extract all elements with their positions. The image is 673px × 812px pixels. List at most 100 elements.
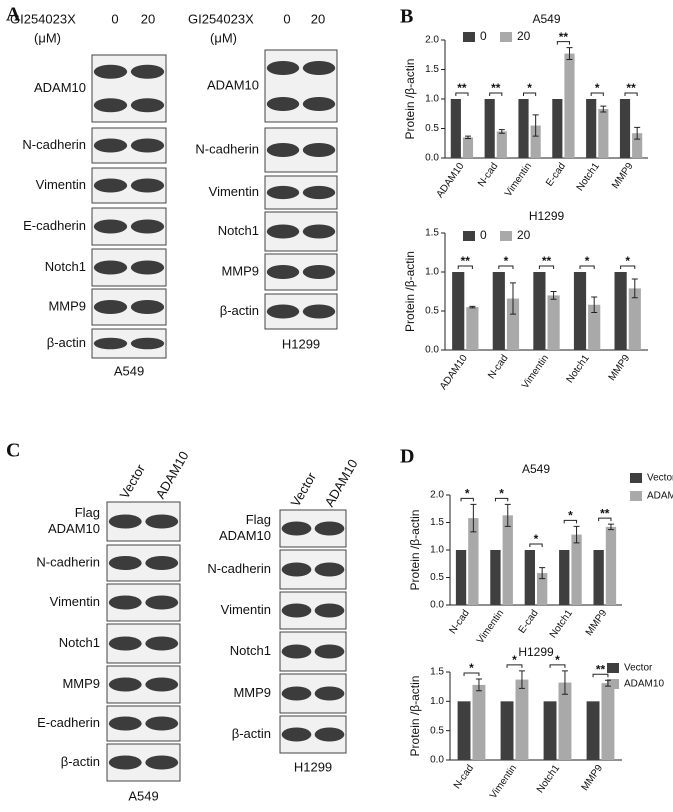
x-tick-label: ADAM10	[435, 161, 467, 200]
blot-band	[302, 224, 336, 239]
blot-band	[108, 514, 142, 529]
x-tick-label: N-cad	[476, 161, 500, 189]
y-tick-label: 1.5	[430, 517, 444, 528]
y-tick-label: 0.5	[425, 123, 439, 134]
y-tick-label: 1.5	[430, 667, 444, 678]
legend-label: 0	[480, 29, 487, 43]
x-tick-label: Vimentin	[520, 353, 551, 391]
bar	[496, 131, 507, 158]
bar	[462, 137, 474, 158]
significance-bracket	[592, 673, 609, 678]
y-tick-label: 0.0	[425, 345, 439, 356]
bar	[450, 99, 461, 158]
significance-bracket	[463, 672, 480, 677]
significance-label: *	[595, 81, 600, 95]
significance-bracket	[579, 265, 595, 269]
bar	[619, 99, 631, 158]
bar	[468, 518, 479, 605]
row-label: E-cadherin	[23, 218, 86, 233]
blot-band	[108, 677, 142, 692]
error-bar	[504, 503, 511, 527]
significance-label: **	[491, 81, 501, 95]
error-bar	[509, 282, 516, 315]
blot-band	[93, 98, 128, 113]
error-bar	[498, 129, 505, 134]
row-label: N-cadherin	[207, 561, 271, 576]
blot-band	[108, 755, 142, 770]
significance-bracket	[598, 517, 612, 522]
row-label: β-actin	[47, 335, 86, 350]
y-tick-label: 0.0	[430, 600, 444, 611]
significance-label: **	[559, 30, 569, 44]
bar	[598, 109, 609, 158]
blot-band	[130, 219, 165, 234]
bar	[552, 99, 563, 158]
row-label: MMP9	[48, 298, 86, 313]
error-bar	[469, 305, 476, 309]
bar	[502, 515, 513, 605]
x-tick-label: N-cad	[486, 353, 510, 381]
lane-label: 20	[141, 11, 155, 26]
bar	[605, 526, 617, 605]
blot-band	[130, 300, 165, 314]
row-label: MMP9	[62, 676, 100, 691]
lane-label: Vector	[117, 461, 149, 501]
significance-bracket	[455, 92, 469, 96]
blot-band	[302, 185, 336, 200]
y-axis-label: Protein /β-actin	[408, 676, 422, 757]
legend-label: 20	[517, 228, 531, 242]
legend-label: 0	[480, 228, 487, 242]
row-label: ADAM10	[219, 528, 271, 543]
cell-line-label: H1299	[294, 759, 332, 774]
x-tick-label: Vimentin	[475, 608, 506, 646]
significance-label: **	[542, 254, 552, 268]
blot-band	[93, 219, 128, 234]
blot-band	[93, 64, 128, 79]
row-label: ADAM10	[34, 80, 86, 95]
chart-title: H1299	[529, 209, 565, 223]
y-tick-label: 2.0	[430, 490, 444, 501]
cell-line-label: H1299	[282, 336, 320, 351]
bar	[573, 272, 587, 350]
bar	[515, 679, 529, 760]
significance-label: *	[465, 487, 470, 501]
significance-bracket	[457, 265, 473, 269]
row-label: β-actin	[232, 726, 271, 741]
row-label: Vimentin	[209, 184, 259, 199]
bar	[628, 288, 641, 350]
y-tick-label: 0.5	[430, 572, 444, 583]
significance-label: *	[527, 81, 532, 95]
y-tick-label: 1.5	[425, 64, 439, 75]
y-tick-label: 0.0	[425, 153, 439, 164]
y-tick-label: 0.5	[430, 725, 444, 736]
row-label: ADAM10	[48, 521, 100, 536]
error-bar	[550, 291, 557, 300]
legend-swatch	[463, 231, 475, 241]
panel-label: D	[400, 446, 414, 468]
significance-bracket	[506, 664, 523, 668]
blot-band	[93, 260, 128, 275]
significance-bracket	[620, 265, 636, 269]
bar	[524, 550, 535, 605]
error-bar	[539, 567, 546, 580]
blot-band	[266, 304, 300, 319]
legend-label: ADAM10	[624, 679, 664, 690]
legend-swatch	[500, 32, 512, 42]
chart-title: A549	[522, 462, 550, 476]
blot-band	[314, 727, 345, 742]
blot-band	[281, 686, 312, 701]
significance-label: **	[461, 254, 471, 268]
lane-label: ADAM10	[153, 449, 192, 502]
significance-label: *	[504, 254, 509, 268]
blot-band	[314, 644, 345, 659]
bar	[472, 684, 486, 760]
row-label: Vimentin	[36, 177, 86, 192]
x-tick-label: MMP9	[610, 161, 636, 191]
row-label: Vimentin	[221, 602, 271, 617]
error-bar	[607, 523, 614, 531]
blot-band	[93, 337, 128, 350]
bar	[484, 99, 495, 158]
blot-frame	[91, 54, 167, 123]
significance-label: **	[626, 81, 636, 95]
